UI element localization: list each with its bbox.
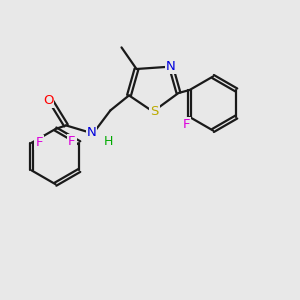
- Text: N: N: [166, 60, 176, 73]
- Text: S: S: [150, 105, 159, 118]
- Text: F: F: [68, 135, 76, 148]
- Text: O: O: [43, 94, 53, 107]
- Text: N: N: [87, 125, 96, 139]
- Text: F: F: [183, 118, 190, 131]
- Text: H: H: [104, 135, 113, 148]
- Text: F: F: [35, 136, 43, 149]
